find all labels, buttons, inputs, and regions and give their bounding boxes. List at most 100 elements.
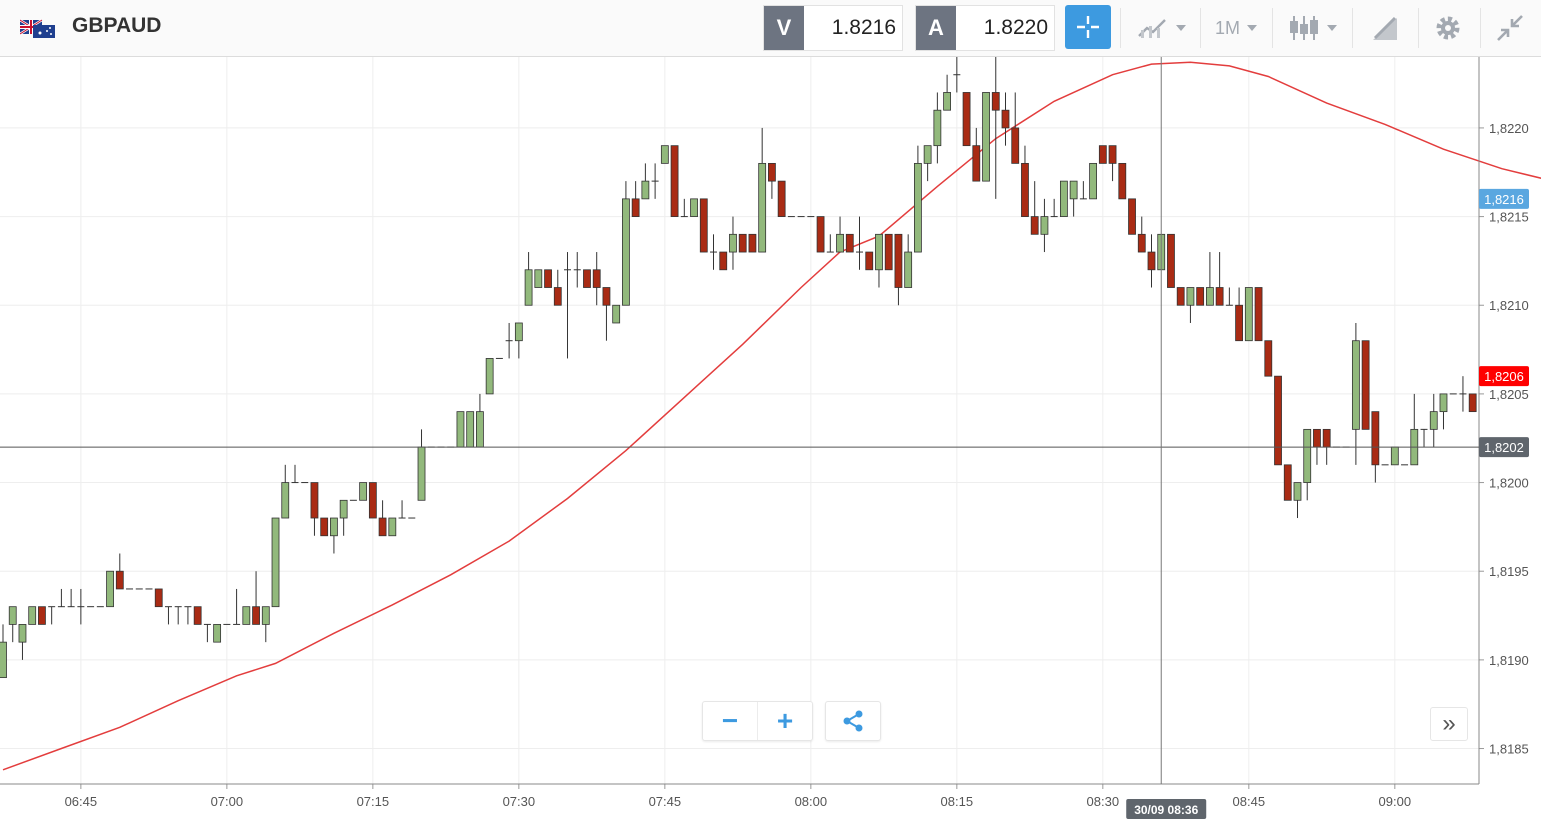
candle [953, 57, 961, 93]
candle [845, 233, 854, 253]
x-tick-label: 07:00 [211, 794, 244, 809]
candle [991, 57, 1000, 199]
indicators-button[interactable] [1137, 8, 1187, 48]
candle-body [1147, 251, 1156, 271]
timeframe-selector[interactable]: 1M [1215, 8, 1258, 48]
buy-price-box[interactable]: A 1.8220 [915, 5, 1055, 51]
candle-body [466, 411, 475, 448]
candle-body [1244, 287, 1253, 342]
scroll-right-button[interactable]: » [1430, 707, 1468, 741]
candle [18, 624, 27, 660]
candle [865, 251, 874, 271]
candle [310, 482, 319, 536]
buy-price[interactable]: 1.8220 [983, 16, 1048, 39]
chevron-down-icon [1176, 25, 1186, 31]
candle-body [923, 145, 932, 164]
candle-body [534, 269, 543, 288]
sell-price-box[interactable]: V 1.8216 [763, 5, 903, 51]
candle-body [1176, 287, 1185, 306]
candle [573, 252, 581, 288]
candle [631, 181, 640, 217]
candle-body [1215, 287, 1224, 306]
candle [485, 358, 494, 395]
candle-body [368, 482, 377, 519]
candle [777, 180, 786, 217]
settings-button[interactable] [1433, 8, 1463, 48]
candle-body [719, 251, 728, 271]
candle-body [777, 180, 786, 217]
candle-body [1011, 127, 1020, 164]
timeframe-label[interactable]: 1M [1215, 17, 1241, 38]
candle [28, 606, 37, 625]
candle [417, 429, 426, 501]
candle [1040, 198, 1049, 253]
candle [1225, 287, 1233, 306]
y-tick-label: 1,8190 [1489, 653, 1529, 668]
candle [1128, 198, 1136, 235]
candle [553, 269, 562, 306]
candle [1059, 180, 1068, 217]
zoom-in-button[interactable]: + [757, 702, 812, 740]
chart-toolbar: GBPAUD V 1.8216 A 1.8220 1M [0, 0, 1541, 57]
candle [174, 606, 182, 625]
x-tick-label: 07:45 [649, 794, 682, 809]
x-tick-label: 08:45 [1233, 794, 1266, 809]
crosshair-button[interactable] [1065, 5, 1111, 49]
crosshair-icon [1077, 16, 1099, 38]
candle-body [1205, 287, 1214, 306]
candles-icon [1290, 16, 1318, 40]
collapse-button[interactable] [1495, 8, 1525, 48]
sell-price[interactable]: 1.8216 [831, 16, 896, 39]
chart-type-button[interactable] [1288, 8, 1338, 48]
drawing-tools-button[interactable] [1370, 8, 1400, 48]
buy-label[interactable]: A [916, 6, 956, 50]
candle-body [271, 517, 280, 608]
candle [1361, 340, 1370, 430]
candle-body [213, 624, 222, 643]
candle-body [378, 517, 387, 537]
candle-body [641, 180, 650, 200]
candle [982, 92, 990, 182]
candle-body [622, 198, 630, 306]
zoom-out-button[interactable]: − [721, 705, 739, 736]
candle-body [660, 145, 669, 164]
candle-body [1254, 287, 1263, 342]
candle [914, 145, 922, 253]
candle-body [1089, 162, 1097, 200]
symbol-name[interactable]: GBPAUD [72, 14, 162, 37]
candle-body [320, 517, 329, 537]
candle-body [1196, 287, 1205, 306]
candle [680, 198, 688, 218]
candle [524, 252, 533, 306]
current-price-label-box [1479, 188, 1529, 209]
candle-body [1293, 482, 1302, 501]
candle-body [1283, 464, 1292, 501]
candle [242, 606, 251, 625]
candle-body [544, 269, 552, 288]
candle [534, 269, 543, 288]
candle [1030, 181, 1039, 235]
sell-label[interactable]: V [764, 6, 804, 50]
crosshair-time-label: 30/09 08:36 [1134, 803, 1198, 817]
candle [1069, 180, 1078, 217]
candle [203, 623, 211, 643]
share-button[interactable] [825, 701, 881, 741]
candle-body [281, 482, 290, 519]
candle [476, 393, 484, 448]
candle [1293, 482, 1302, 519]
candle-body [359, 482, 368, 501]
candle [1001, 92, 1010, 146]
candle [1254, 287, 1263, 342]
candle-body [553, 287, 562, 306]
x-tick-label: 09:00 [1379, 794, 1412, 809]
price-chart[interactable]: 1,8185 1,8190 1,8195 1,8200 1,8205 1,8210 1,82… [0, 57, 1541, 824]
candle-body [631, 198, 640, 217]
candle [48, 606, 56, 625]
x-tick-label: 06:45 [65, 794, 98, 809]
candle-body [845, 233, 854, 253]
candle-body [894, 233, 903, 288]
candle [213, 624, 222, 643]
candle [38, 606, 46, 625]
candle-body [485, 358, 494, 395]
candle [252, 571, 260, 625]
